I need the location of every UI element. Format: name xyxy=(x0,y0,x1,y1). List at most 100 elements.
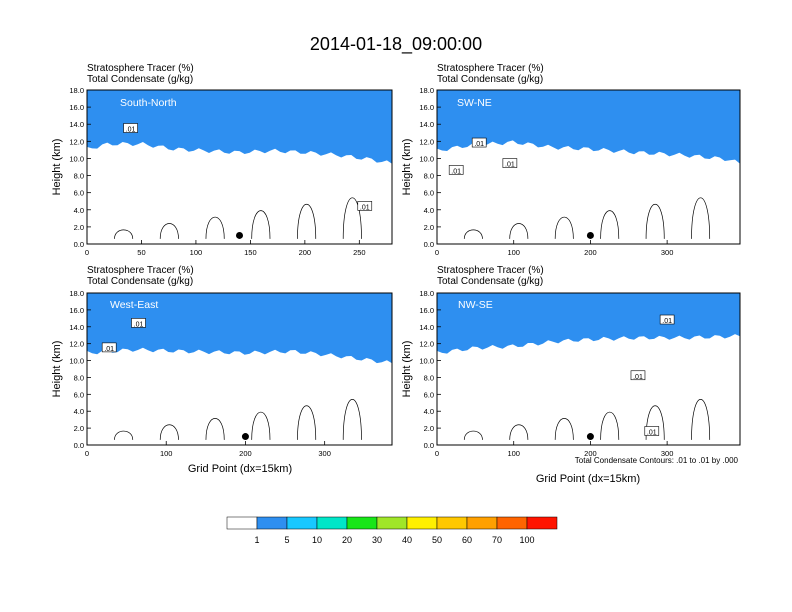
y-tick-label: 8.0 xyxy=(424,373,434,382)
y-tick-label: 10.0 xyxy=(419,154,434,163)
panel-subtitle: Total Condensate (g/kg) xyxy=(437,276,543,287)
contour-label: .01 xyxy=(126,127,136,134)
colorbar-label: 10 xyxy=(312,535,322,545)
colorbar-label: 50 xyxy=(432,535,442,545)
x-tick-label: 0 xyxy=(435,248,439,257)
contour-label-box xyxy=(659,314,675,325)
panel-title: Stratosphere Tracer (%) xyxy=(437,63,544,74)
location-marker xyxy=(586,231,594,239)
contour-label-box xyxy=(123,123,138,133)
colorbar-label: 1 xyxy=(254,535,259,545)
y-tick-label: 2.0 xyxy=(74,223,84,232)
y-tick-label: 4.0 xyxy=(74,206,84,215)
x-tick-label: 150 xyxy=(244,248,257,257)
contour-label-box xyxy=(101,342,117,353)
condensate-contour xyxy=(205,418,225,440)
y-tick-label: 16.0 xyxy=(419,103,434,112)
x-tick-label: 300 xyxy=(318,449,331,458)
colorbar-swatch xyxy=(436,516,468,530)
x-tick-label: 200 xyxy=(239,449,252,458)
condensate-contour xyxy=(342,399,362,440)
contour-label: .01 xyxy=(662,318,672,325)
panel-subtitle: Total Condensate (g/kg) xyxy=(87,74,193,85)
y-tick-label: 0.0 xyxy=(424,441,434,450)
y-tick-label: 6.0 xyxy=(424,189,434,198)
colorbar-label: 5 xyxy=(284,535,289,545)
y-axis-label: Height (km) xyxy=(51,341,63,398)
colorbar-swatch xyxy=(376,516,408,530)
y-tick-label: 2.0 xyxy=(74,424,84,433)
contour-label-box xyxy=(502,158,518,168)
contour-label-box xyxy=(448,165,464,175)
colorbar: 1 5 10 20 30 40 50 60 70 100 xyxy=(226,516,558,545)
condensate-contour xyxy=(463,229,483,239)
axes: 0.0 2.0 4.0 6.0 8.0 10.0 12.0 14.0 16.0 18.0 0 100 2… xyxy=(419,86,673,257)
tracer-band xyxy=(87,293,392,364)
contour-label-box xyxy=(131,318,146,328)
axes: 0.0 2.0 4.0 6.0 8.0 10.0 12.0 14.0 16.0 18.0 0 100 2… xyxy=(69,289,331,458)
y-tick-label: 16.0 xyxy=(69,103,84,112)
plot-frame xyxy=(86,89,393,245)
y-tick-label: 18.0 xyxy=(69,289,84,298)
condensate-contour xyxy=(509,223,529,239)
colorbar-swatch xyxy=(496,516,528,530)
colorbar-swatch xyxy=(346,516,378,530)
plot-frame xyxy=(86,292,393,446)
contour-label-box xyxy=(630,370,646,381)
y-axis-label: Height (km) xyxy=(401,139,413,196)
y-tick-label: 4.0 xyxy=(74,407,84,416)
panel-label: SW-NE xyxy=(457,97,492,109)
plot-frame xyxy=(436,292,741,446)
axes: 0.0 2.0 4.0 6.0 8.0 10.0 12.0 14.0 16.0 18.0 0 50 10… xyxy=(69,86,365,257)
condensate-contour xyxy=(691,197,711,239)
y-tick-label: 6.0 xyxy=(74,390,84,399)
x-tick-label: 100 xyxy=(507,449,520,458)
y-axis-label: Height (km) xyxy=(51,139,63,196)
x-tick-label: 0 xyxy=(435,449,439,458)
y-tick-label: 2.0 xyxy=(424,424,434,433)
x-tick-label: 0 xyxy=(85,248,89,257)
x-tick-label: 200 xyxy=(299,248,312,257)
y-tick-label: 8.0 xyxy=(74,172,84,181)
y-tick-label: 0.0 xyxy=(424,240,434,249)
panel-subtitle: Total Condensate (g/kg) xyxy=(437,74,543,85)
y-tick-label: 14.0 xyxy=(419,120,434,129)
colorbar-swatch xyxy=(226,516,258,530)
y-tick-label: 2.0 xyxy=(424,223,434,232)
colorbar-label: 70 xyxy=(492,535,502,545)
condensate-contour xyxy=(342,197,362,239)
location-marker xyxy=(586,433,594,441)
contour-label: .01 xyxy=(134,321,144,328)
contour-label: .01 xyxy=(505,162,515,169)
x-tick-label: 0 xyxy=(85,449,89,458)
condensate-contour xyxy=(554,418,574,440)
colorbar-swatch xyxy=(286,516,318,530)
colorbar-label: 60 xyxy=(462,535,472,545)
x-axis-label: Grid Point (dx=15km) xyxy=(536,473,640,485)
x-axis-label: Grid Point (dx=15km) xyxy=(188,463,292,475)
panel-label: West-East xyxy=(110,299,158,311)
contour-label-box xyxy=(471,137,487,148)
y-tick-label: 18.0 xyxy=(419,86,434,95)
y-tick-label: 14.0 xyxy=(419,323,434,332)
axes: 0.0 2.0 4.0 6.0 8.0 10.0 12.0 14.0 16.0 18.0 0 100 2… xyxy=(419,289,673,458)
plot-area: .01 .01 xyxy=(87,90,392,239)
y-tick-label: 10.0 xyxy=(69,154,84,163)
panel-label: NW-SE xyxy=(458,299,493,311)
y-tick-label: 10.0 xyxy=(419,357,434,366)
condensate-contour xyxy=(463,430,483,440)
panel-sw-ne: Stratosphere Tracer (%) Total Condensate… xyxy=(401,63,741,257)
plot-area: .01 .01 .01 xyxy=(437,293,740,441)
y-axis-label: Height (km) xyxy=(401,341,413,398)
panel-subtitle: Total Condensate (g/kg) xyxy=(87,276,193,287)
tracer-band xyxy=(87,90,392,164)
contour-label-box xyxy=(644,426,660,436)
condensate-contour xyxy=(114,430,134,440)
y-tick-label: 12.0 xyxy=(419,137,434,146)
x-tick-label: 250 xyxy=(353,248,366,257)
y-tick-label: 16.0 xyxy=(69,306,84,315)
y-tick-label: 6.0 xyxy=(74,189,84,198)
tracer-band xyxy=(437,293,740,354)
colorbar-swatch xyxy=(466,516,498,530)
condensate-contour xyxy=(159,424,179,440)
